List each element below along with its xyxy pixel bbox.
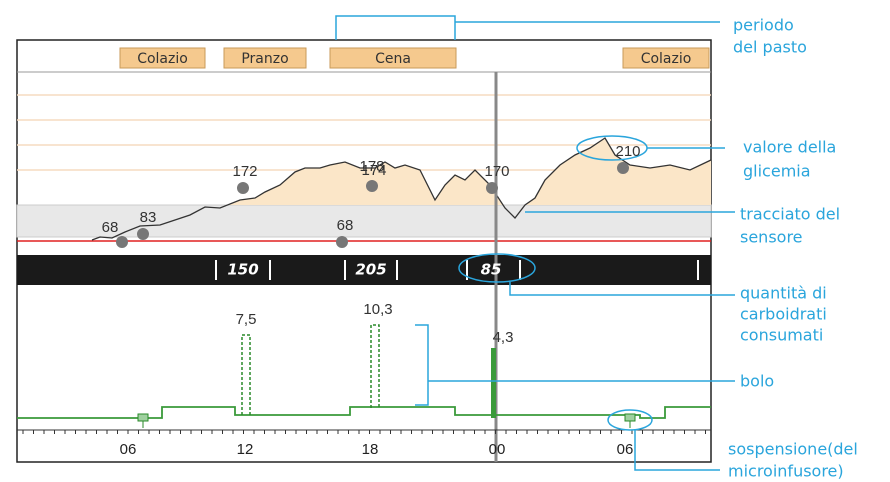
callout-text: quantità di bbox=[740, 284, 827, 303]
meal-label: Colazio bbox=[641, 51, 692, 67]
x-label: 00 bbox=[489, 441, 506, 458]
glucose-dot bbox=[486, 182, 498, 194]
glucose-value: 83 bbox=[140, 209, 157, 226]
callout-text: carboidrati bbox=[740, 305, 827, 324]
callout-text: valore della bbox=[743, 138, 836, 157]
x-label: 06 bbox=[617, 441, 634, 458]
callout-text: sospensione(del bbox=[728, 440, 858, 459]
meal-box bbox=[329, 47, 457, 69]
bolus-bars bbox=[241, 324, 380, 415]
carb-value: 150 bbox=[227, 261, 258, 279]
high-area bbox=[92, 138, 711, 205]
x-label: 12 bbox=[237, 441, 254, 458]
meal-box bbox=[223, 47, 307, 69]
meal-label: Cena bbox=[375, 51, 411, 67]
carb-value: 85 bbox=[481, 261, 502, 279]
sensor-trace bbox=[91, 137, 712, 241]
callout-text: tracciato del bbox=[740, 205, 840, 224]
x-label: 18 bbox=[362, 441, 379, 458]
glucose-dot bbox=[366, 180, 378, 192]
glucose-dot bbox=[237, 182, 249, 194]
bolus-bar bbox=[491, 348, 496, 418]
bolus-value: 10,3 bbox=[363, 301, 392, 318]
glucose-value: 210 bbox=[615, 143, 640, 160]
meal-label: Colazio bbox=[137, 51, 188, 67]
callout-lines bbox=[335, 15, 735, 471]
x-ticks bbox=[22, 430, 706, 434]
glucose-dot bbox=[137, 228, 149, 240]
callout-text: consumati bbox=[740, 326, 823, 345]
callout-text: microinfusore) bbox=[728, 462, 844, 481]
carb-separators bbox=[215, 260, 699, 280]
glucose-value: 172 bbox=[232, 163, 257, 180]
chart-frame bbox=[16, 39, 712, 463]
glucose-dot bbox=[617, 162, 629, 174]
callout-text: bolo bbox=[740, 372, 774, 391]
carb-value: 205 bbox=[355, 261, 386, 279]
meal-label: Pranzo bbox=[241, 51, 288, 67]
glucose-dot bbox=[116, 236, 128, 248]
glucose-value: 68 bbox=[102, 219, 119, 236]
basal-line bbox=[17, 406, 711, 419]
x-label: 06 bbox=[120, 441, 137, 458]
target-range bbox=[16, 204, 712, 238]
glucose-dot bbox=[336, 236, 348, 248]
meal-box bbox=[622, 47, 710, 69]
callout-text: sensore bbox=[740, 228, 803, 247]
glucose-value: 170 bbox=[484, 163, 509, 180]
callout-text: glicemia bbox=[743, 162, 811, 181]
callout-text: del pasto bbox=[733, 38, 807, 57]
callout-text: periodo bbox=[733, 16, 794, 35]
suspension-markers bbox=[137, 413, 636, 428]
glucose-value: 174 bbox=[361, 162, 386, 179]
glucose-value: 68 bbox=[337, 217, 354, 234]
glucose-value: 178 bbox=[359, 158, 384, 175]
bolus-value: 7,5 bbox=[236, 311, 257, 328]
meal-box bbox=[119, 47, 206, 69]
carb-bar bbox=[17, 255, 711, 285]
bolus-value: 4,3 bbox=[493, 329, 514, 346]
